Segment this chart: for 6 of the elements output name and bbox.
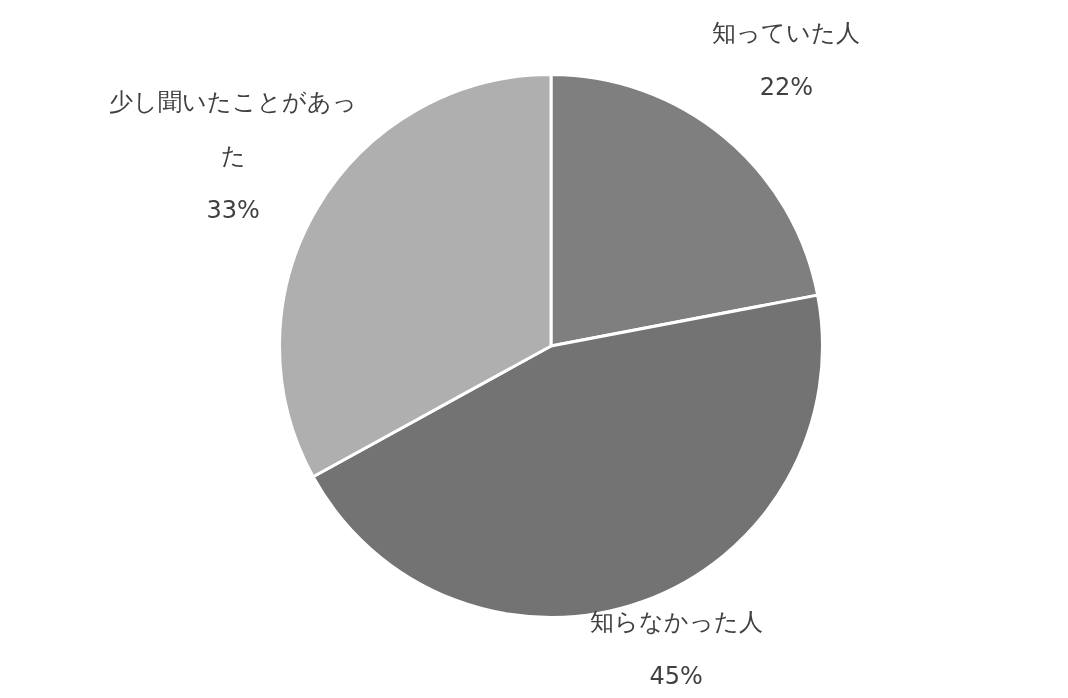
slice-label: 知っていた人	[712, 18, 861, 47]
slice-label: 知らなかった人	[589, 608, 763, 637]
data-label: 22%	[759, 72, 814, 101]
slice-label: 少し聞いたことがあった	[109, 88, 358, 171]
data-label: 33%	[206, 196, 260, 225]
data-label: 45%	[649, 662, 703, 691]
